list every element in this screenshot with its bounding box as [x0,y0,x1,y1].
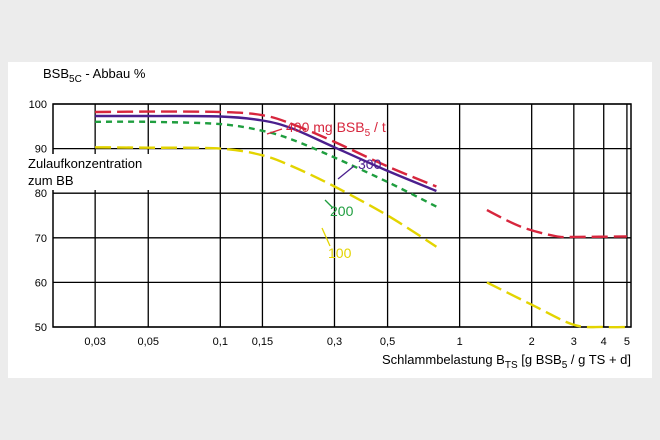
series-line-100-1 [486,281,627,329]
chart-panel: BSB5C - Abbau % Schlammbelastung BTS [g … [8,62,652,378]
legend-title-line-1: Zulaufkonzentration [28,156,142,171]
series-label-400: 400 mg BSB5 / t [286,119,386,139]
series-line-100-0 [95,146,438,248]
x-tick-label-1: 0,05 [138,336,159,348]
x-tick-label-8: 3 [571,336,577,348]
series-group [95,110,627,329]
x-axis-title: Schlammbelastung BTS [g BSB5 / g TS + d] [382,352,631,371]
series-label-100: 100 [328,245,352,261]
y-tick-label-3: 80 [35,188,47,200]
x-tick-label-3: 0,15 [252,336,273,348]
x-tick-label-4: 0,3 [327,336,342,348]
series-labels: 400 mg BSB5 / t 300 200 100 [266,119,386,261]
series-leader-100 [321,227,331,247]
y-tick-label-2: 70 [35,233,47,245]
y-tick-label-0: 50 [35,322,47,334]
series-line-300-0 [95,114,437,193]
x-tick-label-6: 1 [457,336,463,348]
x-tick-label-5: 0,5 [380,336,395,348]
series-leader-300 [337,165,355,180]
x-tick-label-7: 2 [529,336,535,348]
series-leader-400 [266,128,283,135]
series-line-200-0 [95,120,437,208]
y-axis-title: BSB5C - Abbau % [43,66,146,85]
tick-labels: 0,03 0,05 0,1 0,15 0,3 0,5 1 2 3 4 5 50 60 70 80 90 100 [29,99,630,348]
y-tick-label-4: 90 [35,144,47,156]
plot-frame [52,103,632,328]
x-tick-label-9: 4 [601,336,607,348]
series-leader-200 [324,199,334,209]
grid [52,103,632,328]
x-tick-label-10: 5 [624,336,630,348]
series-line-400-0 [95,110,437,188]
legend-title-backing [26,154,204,190]
series-label-300: 300 [358,156,382,172]
x-tick-label-0: 0,03 [84,336,105,348]
degradation-chart: BSB5C - Abbau % Schlammbelastung BTS [g … [26,66,632,371]
legend-title-line-2: zum BB [28,173,74,188]
x-tick-label-2: 0,1 [213,336,228,348]
y-tick-label-5: 100 [29,99,47,111]
y-tick-label-1: 60 [35,277,47,289]
series-label-200: 200 [330,203,354,219]
series-line-400-1 [486,209,627,239]
